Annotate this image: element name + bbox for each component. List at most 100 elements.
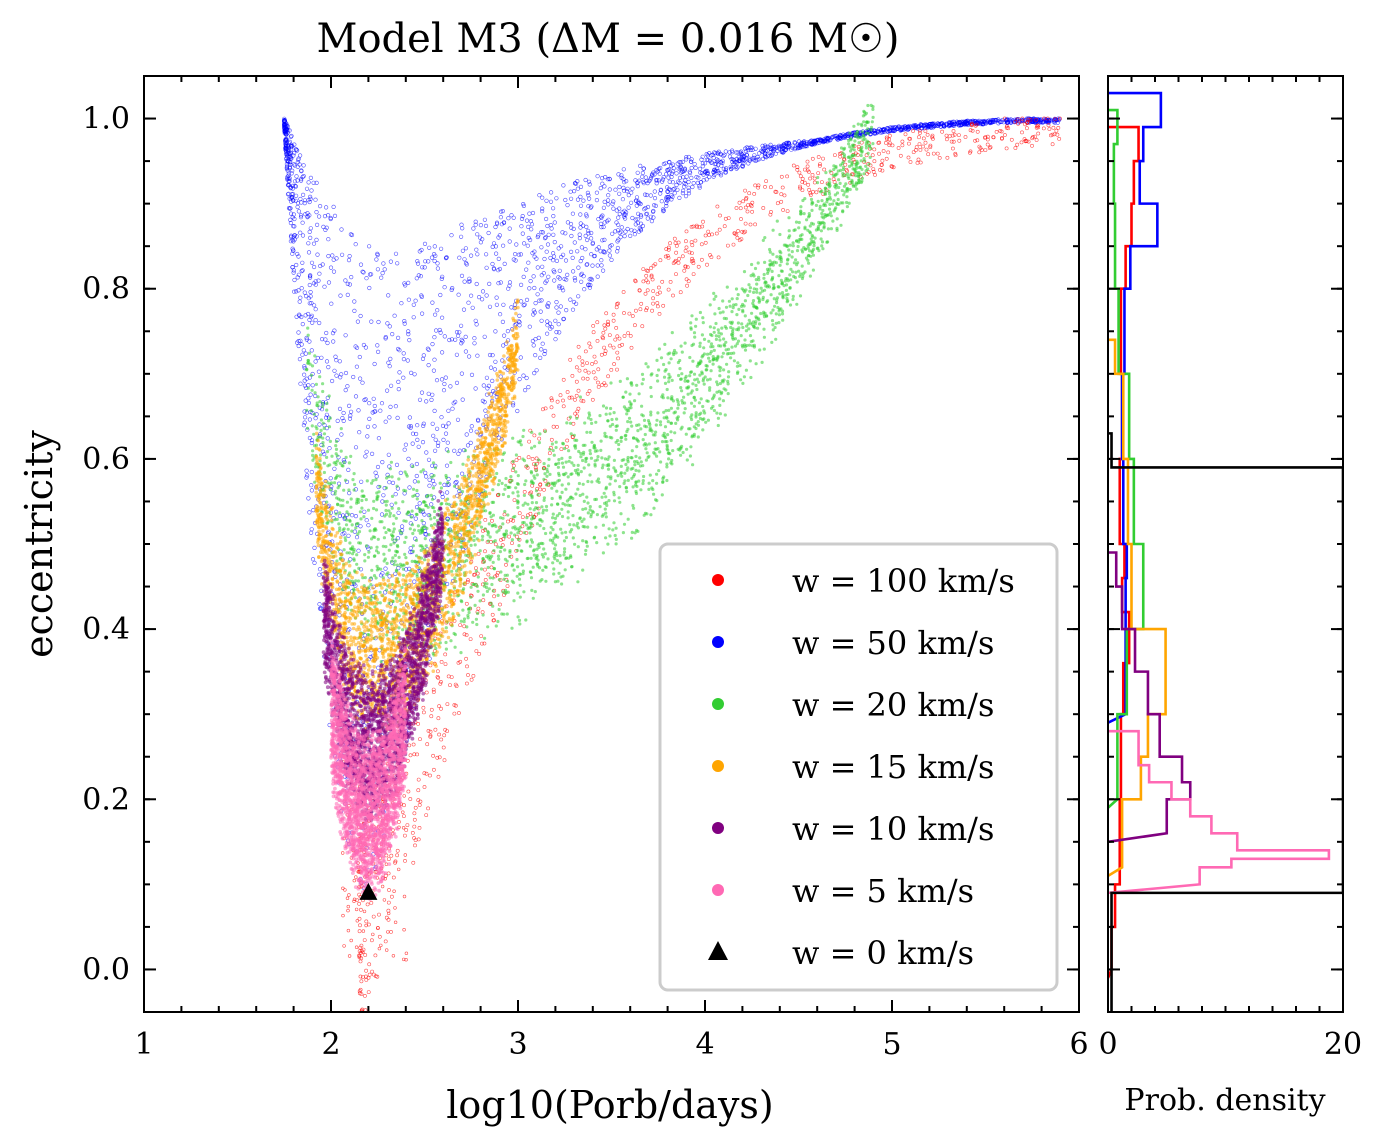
scatter-point xyxy=(904,133,907,136)
scatter-point xyxy=(379,276,383,280)
scatter-point xyxy=(608,534,611,537)
scatter-point xyxy=(776,202,779,205)
scatter-point xyxy=(368,963,371,966)
scatter-point xyxy=(697,435,700,438)
scatter-point xyxy=(420,519,423,522)
scatter-point xyxy=(687,393,690,396)
scatter-point xyxy=(458,331,462,335)
scatter-point xyxy=(762,277,765,280)
scatter-point xyxy=(403,834,406,837)
scatter-point xyxy=(323,432,326,435)
scatter-point xyxy=(487,566,490,569)
scatter-point xyxy=(817,172,820,175)
scatter-point xyxy=(463,258,467,262)
scatter-point xyxy=(656,379,659,382)
scatter-point xyxy=(446,703,449,706)
scatter-point xyxy=(801,265,804,268)
scatter-point xyxy=(416,259,420,263)
scatter-point xyxy=(552,255,556,259)
scatter-point xyxy=(713,331,716,334)
scatter-point xyxy=(340,427,343,430)
scatter-point xyxy=(384,567,388,571)
scatter-point xyxy=(853,139,856,142)
scatter-point xyxy=(556,559,559,562)
scatter-point xyxy=(537,559,540,562)
scatter-point xyxy=(550,227,554,231)
scatter-point xyxy=(919,161,922,164)
scatter-point xyxy=(700,243,703,246)
scatter-point xyxy=(1014,146,1017,149)
scatter-point xyxy=(722,310,725,313)
scatter-point xyxy=(488,522,491,525)
scatter-point xyxy=(412,488,415,491)
scatter-point xyxy=(844,182,847,185)
scatter-point xyxy=(563,547,566,550)
scatter-point xyxy=(918,131,921,134)
scatter-point xyxy=(488,353,492,357)
scatter-point xyxy=(409,546,413,550)
scatter-point xyxy=(631,187,635,191)
scatter-point xyxy=(439,707,442,710)
scatter-point xyxy=(731,297,734,300)
scatter-point xyxy=(645,279,648,282)
scatter-point xyxy=(358,924,361,927)
scatter-point xyxy=(785,293,788,296)
scatter-point xyxy=(917,158,920,161)
scatter-point xyxy=(826,198,829,201)
scatter-point xyxy=(873,173,876,176)
scatter-point xyxy=(487,540,490,543)
scatter-point xyxy=(601,239,605,243)
scatter-point xyxy=(586,392,589,395)
scatter-point xyxy=(687,280,690,283)
scatter-point xyxy=(615,250,619,254)
scatter-point xyxy=(299,197,303,201)
scatter-point xyxy=(713,409,716,412)
scatter-point xyxy=(626,227,630,231)
scatter-point xyxy=(596,455,599,458)
scatter-point xyxy=(335,358,339,362)
scatter-point xyxy=(424,400,428,404)
scatter-point xyxy=(508,240,512,244)
scatter-point xyxy=(564,488,567,491)
scatter-point xyxy=(505,529,508,532)
scatter-point xyxy=(541,569,544,572)
scatter-point xyxy=(552,567,555,570)
scatter-point xyxy=(602,524,605,527)
scatter-point xyxy=(523,521,526,524)
scatter-point xyxy=(776,220,779,223)
scatter-point xyxy=(1020,141,1023,144)
scatter-point xyxy=(409,754,412,757)
scatter-point xyxy=(658,312,661,315)
scatter-point xyxy=(857,141,860,144)
scatter-point xyxy=(469,254,473,258)
scatter-point xyxy=(778,308,781,311)
scatter-point xyxy=(616,216,620,220)
scatter-point xyxy=(839,224,842,227)
scatter-point xyxy=(507,216,511,220)
scatter-point xyxy=(552,414,555,417)
scatter-point xyxy=(778,313,781,316)
scatter-point xyxy=(595,198,599,202)
scatter-point xyxy=(557,311,561,315)
scatter-point xyxy=(578,369,581,372)
scatter-point xyxy=(502,303,506,307)
scatter-point xyxy=(576,198,580,202)
scatter-point xyxy=(796,249,799,252)
scatter-point xyxy=(477,607,480,610)
scatter-point xyxy=(459,235,463,239)
scatter-point xyxy=(323,427,326,430)
scatter-point xyxy=(674,273,677,276)
scatter-point xyxy=(547,233,551,237)
scatter-point xyxy=(470,373,474,377)
scatter-point xyxy=(477,295,481,299)
scatter-point xyxy=(557,247,561,251)
scatter-point xyxy=(951,134,954,137)
scatter-point xyxy=(311,389,314,392)
scatter-point xyxy=(574,492,577,495)
scatter-point xyxy=(333,467,337,471)
scatter-point xyxy=(566,221,570,225)
scatter-point xyxy=(459,624,462,627)
scatter-point xyxy=(477,575,480,578)
scatter-point xyxy=(402,357,406,361)
scatter-point xyxy=(597,385,600,388)
